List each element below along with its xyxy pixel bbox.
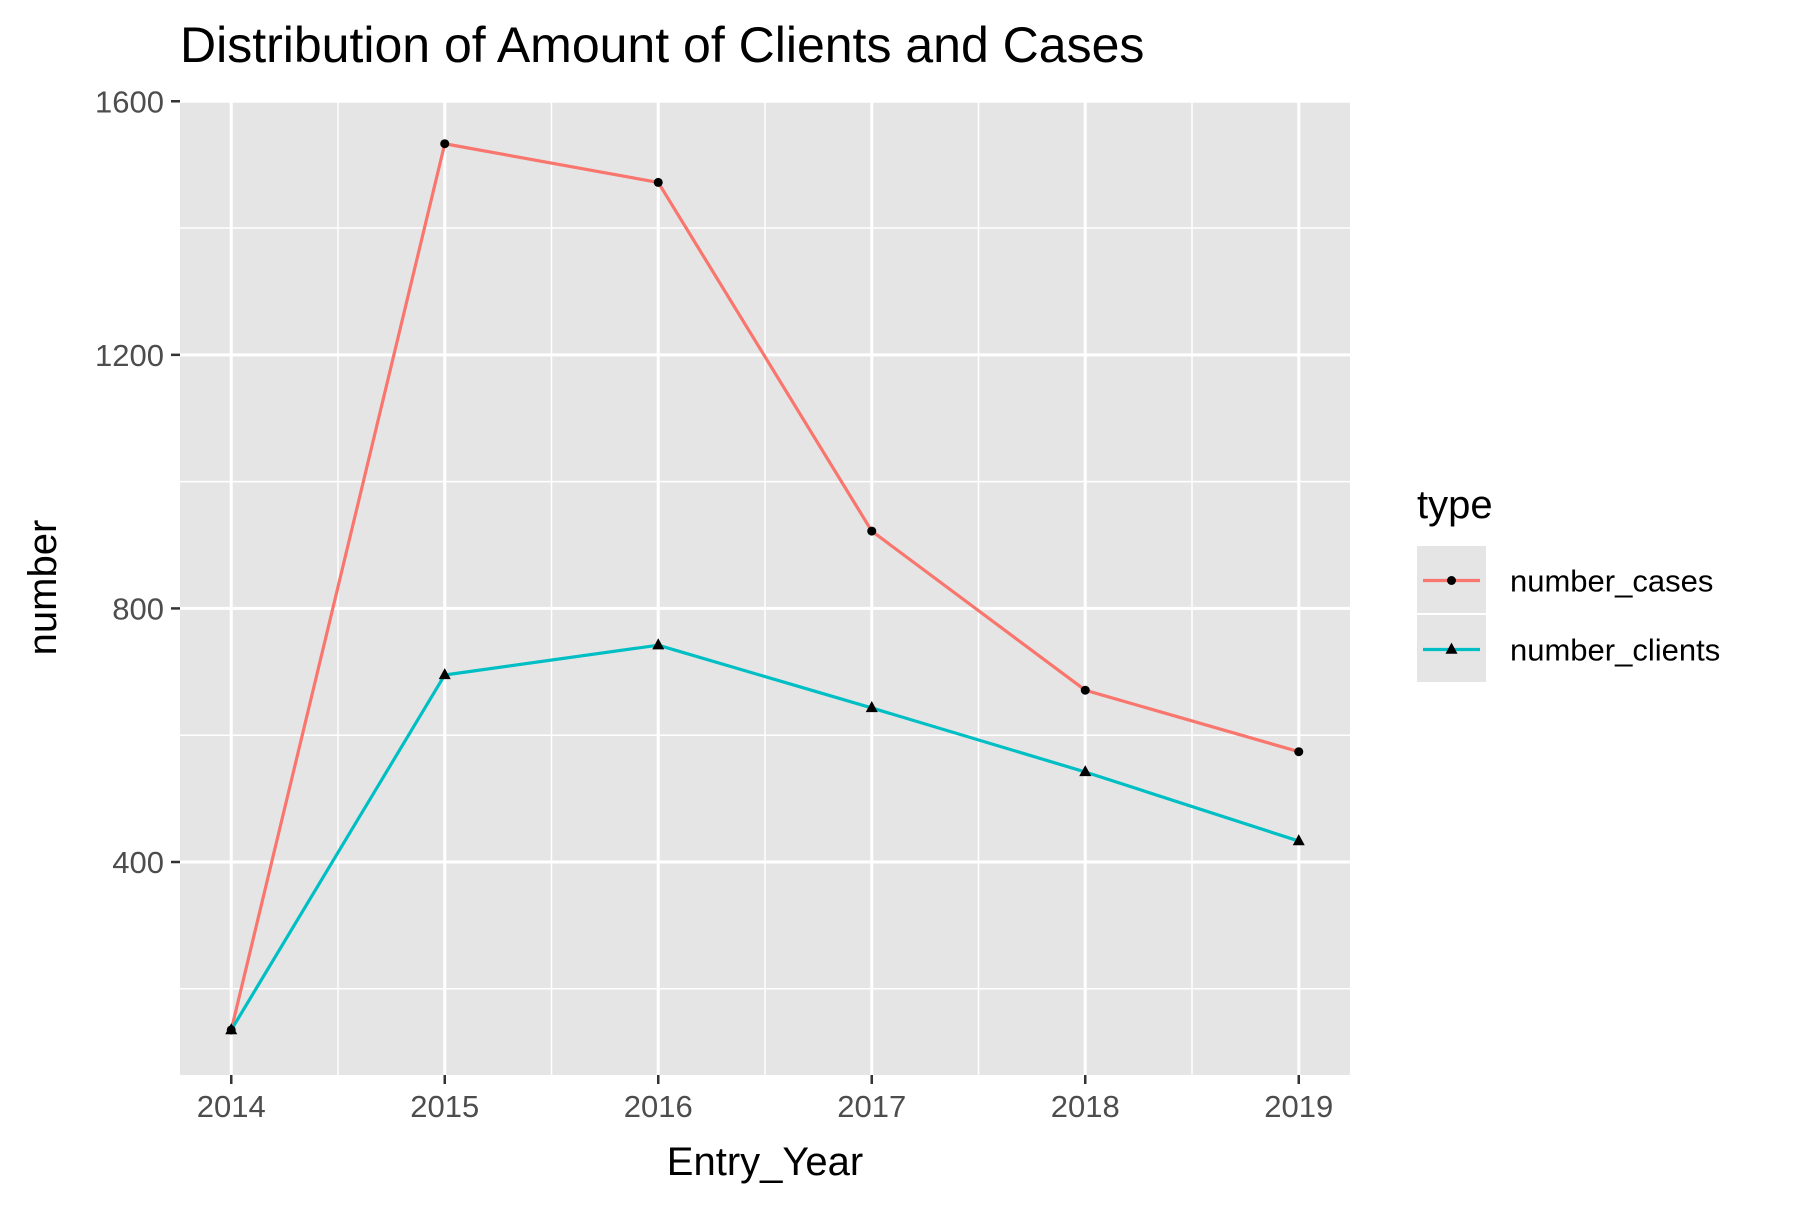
y-tick-label: 1600 bbox=[95, 84, 164, 119]
x-tick-label: 2018 bbox=[1051, 1089, 1120, 1124]
y-tick-label: 1200 bbox=[95, 338, 164, 373]
data-point-number_clients bbox=[1292, 834, 1305, 846]
legend-key-marker bbox=[1447, 576, 1456, 585]
data-point-number_clients bbox=[438, 668, 451, 680]
data-point-number_clients bbox=[865, 701, 878, 713]
x-tick-label: 2017 bbox=[837, 1089, 906, 1124]
data-point-number_cases bbox=[440, 139, 450, 149]
data-point-number_cases bbox=[1294, 747, 1304, 757]
series-line-number_cases bbox=[229, 142, 1300, 1031]
legend-key-marker bbox=[1445, 642, 1458, 654]
y-tick-label: 800 bbox=[112, 591, 164, 626]
data-point-number_cases bbox=[1080, 685, 1090, 695]
chart-title: Distribution of Amount of Clients and Ca… bbox=[180, 17, 1144, 73]
data-point-number_cases bbox=[867, 526, 877, 536]
x-axis-title: Entry_Year bbox=[667, 1140, 863, 1184]
y-axis-title: number bbox=[21, 520, 65, 656]
axes-layer: 400 800 1200 1600 2014 2015 2016 2017 2018 2019 bbox=[95, 84, 1333, 1124]
data-point-number_clients bbox=[225, 1023, 238, 1035]
series-layer bbox=[225, 139, 1305, 1035]
series-line-number_clients bbox=[229, 643, 1300, 1031]
data-point-number_clients bbox=[652, 638, 665, 650]
legend-title: type bbox=[1417, 483, 1493, 527]
data-point-number_clients bbox=[1079, 765, 1092, 777]
x-tick-label: 2015 bbox=[410, 1089, 479, 1124]
x-tick-label: 2014 bbox=[197, 1089, 266, 1124]
y-tick-label: 400 bbox=[112, 845, 164, 880]
legend-label-number_clients: number_clients bbox=[1510, 633, 1720, 668]
data-point-number_cases bbox=[653, 177, 663, 187]
legend: type number_cases number_clients bbox=[1417, 483, 1720, 682]
x-tick-label: 2016 bbox=[624, 1089, 693, 1124]
x-tick-label: 2019 bbox=[1264, 1089, 1333, 1124]
major-gridlines bbox=[180, 99, 1350, 1075]
minor-gridlines bbox=[180, 100, 1350, 1075]
legend-label-number_cases: number_cases bbox=[1510, 564, 1713, 599]
